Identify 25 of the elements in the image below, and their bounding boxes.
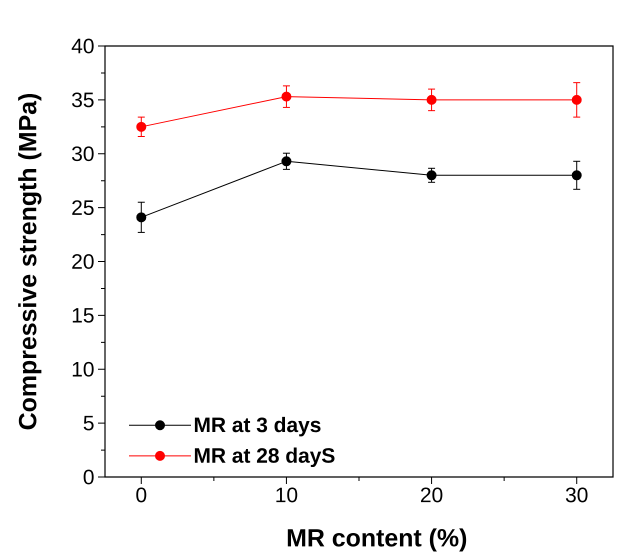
x-axis-title: MR content (%) [288,528,466,552]
point [572,170,582,180]
point [426,94,437,105]
legend-label: MR at 28 dayS [194,448,335,468]
y-tick-label: 0 [84,470,94,484]
y-tick-label: 10 [72,362,94,377]
y-tick-label: 25 [72,200,94,216]
x-tick-label: 30 [566,488,588,502]
y-tick-label: 30 [72,146,94,162]
legend-label: MR at 3 days [194,416,321,436]
x-tick-label: 20 [420,488,442,502]
x-tick-label: 10 [276,488,298,502]
y-tick-label: 5 [84,416,94,430]
point [426,170,437,180]
x-tick-label: 0 [136,488,146,502]
point [136,212,146,222]
y-axis-title: Compressive strength (MPa) [18,94,42,430]
point [136,122,146,132]
y-tick-label: 35 [72,92,94,108]
point [572,94,582,105]
y-tick-label: 15 [72,308,94,323]
point [281,156,292,166]
point [281,92,292,102]
y-tick-label: 40 [72,38,94,54]
y-tick-label: 20 [72,254,94,269]
